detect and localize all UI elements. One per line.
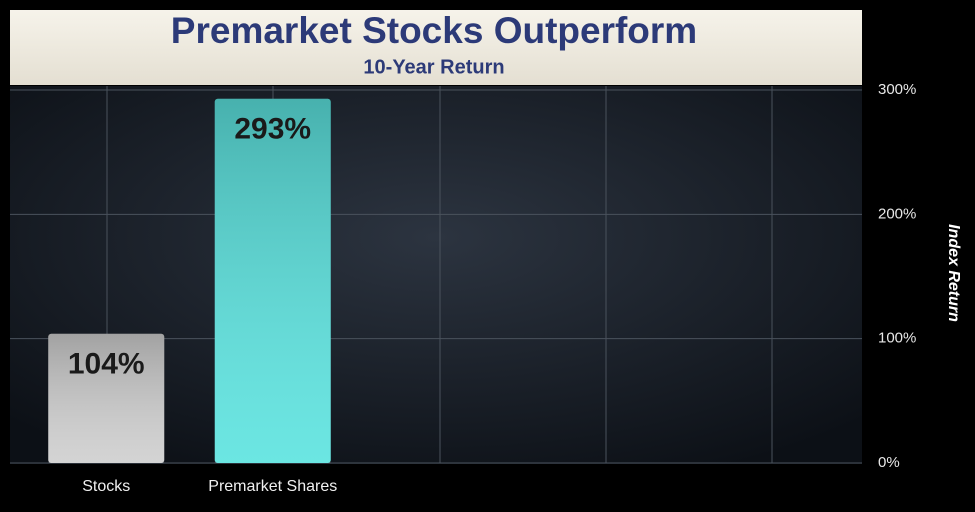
- title-banner: [10, 10, 862, 85]
- x-tick-label: Stocks: [82, 478, 130, 495]
- value-label: 104%: [68, 348, 145, 381]
- y-tick-label: 100%: [878, 330, 916, 347]
- chart-subtitle: 10-Year Return: [363, 56, 504, 78]
- bar: [214, 98, 331, 463]
- y-tick-label: 200%: [878, 205, 916, 222]
- y-axis-label: Index Return: [945, 224, 962, 322]
- y-tick-label: 300%: [878, 81, 916, 98]
- y-tick-label: 0%: [878, 454, 900, 471]
- chart-title: Premarket Stocks Outperform: [171, 10, 697, 51]
- x-tick-label: Premarket Shares: [208, 478, 337, 495]
- value-label: 293%: [234, 113, 311, 146]
